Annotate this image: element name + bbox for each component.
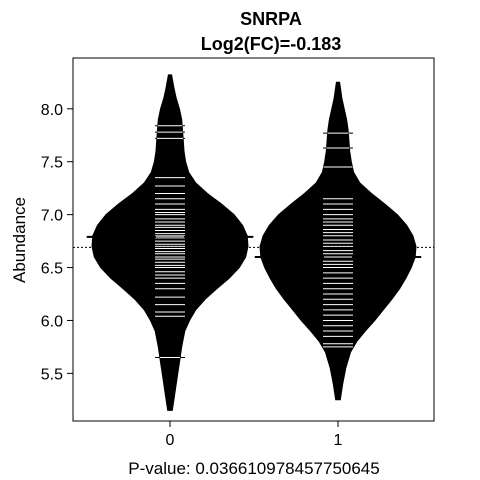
plot-frame xyxy=(72,57,435,422)
y-axis: 5.5 6.0 6.5 7.0 7.5 8.0 xyxy=(41,102,73,383)
means-layer xyxy=(86,235,422,258)
points-layer xyxy=(155,125,353,359)
beans-layer xyxy=(91,74,417,411)
x-tick-label: 1 xyxy=(334,432,343,449)
bean-0 xyxy=(91,74,249,411)
chart-title: SNRPA xyxy=(240,9,302,29)
bean-1 xyxy=(259,81,417,401)
y-tick-label: 5.5 xyxy=(41,366,63,383)
y-tick-label: 7.0 xyxy=(41,208,63,225)
y-tick-label: 8.0 xyxy=(41,102,63,119)
y-tick-label: 6.5 xyxy=(41,261,63,278)
x-tick-label: 0 xyxy=(166,432,175,449)
y-axis-label: Abundance xyxy=(10,197,29,283)
y-tick-label: 7.5 xyxy=(41,155,63,172)
x-axis-label: P-value: 0.036610978457750645 xyxy=(128,459,379,478)
y-tick-label: 6.0 xyxy=(41,313,63,330)
chart-subtitle: Log2(FC)=-0.183 xyxy=(201,34,342,54)
